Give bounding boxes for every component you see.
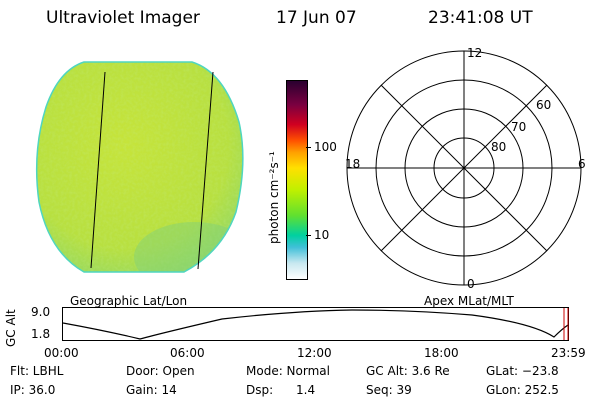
ip-info: IP: 36.0 (10, 383, 56, 397)
strip-frame (62, 307, 569, 341)
strip-x-tick: 12:00 (297, 346, 332, 360)
geographic-caption: Geographic Lat/Lon (70, 294, 188, 308)
gc-alt-info: GC Alt: 3.6 Re (366, 364, 450, 378)
altitude-curve (62, 309, 569, 340)
meridian-line (197, 71, 214, 270)
door-info: Door: Open (126, 364, 195, 378)
colorbar-unit-label: photon cm⁻²s⁻¹ (267, 151, 281, 244)
strip-axis-label: GC Alt (4, 309, 18, 347)
glat-info: GLat: −23.8 (486, 364, 559, 378)
colorbar-tick (306, 235, 311, 236)
strip-x-tick: 23:59 (551, 346, 586, 360)
mlt-label-0: 0 (467, 277, 475, 291)
uv-disk (36, 62, 243, 272)
strip-x-tick: 00:00 (44, 346, 79, 360)
strip-y-tick: 1.8 (31, 327, 51, 341)
altitude-strip-chart (62, 307, 569, 341)
polar-plot (346, 50, 582, 286)
strip-x-tick: 06:00 (170, 346, 205, 360)
apex-caption: Apex MLat/MLT (424, 294, 514, 308)
gain-info: Gain: 14 (126, 383, 177, 397)
uv-image-panel (35, 61, 244, 273)
color-scale-bar (286, 80, 308, 280)
dsp-info: Dsp: 1.4 (246, 383, 316, 397)
mlat-label-70: 70 (511, 120, 527, 134)
strip-x-tick: 18:00 (424, 346, 459, 360)
filter-info: Flt: LBHL (10, 364, 64, 378)
mlt-label-12: 12 (467, 46, 483, 60)
mode-info: Mode: Normal (246, 364, 330, 378)
polar-diagonal (380, 84, 548, 252)
mlat-label-80: 80 (491, 140, 507, 154)
strip-y-tick: 9.0 (31, 305, 51, 319)
colorbar-tick-label: 100 (314, 140, 337, 154)
glon-info: GLon: 252.5 (486, 383, 559, 397)
time-label: 23:41:08 UT (428, 8, 533, 28)
mlt-label-6: 6 (578, 157, 586, 171)
disk-rim (35, 61, 244, 273)
meridian-line (90, 71, 106, 269)
colorbar-tick (306, 147, 311, 148)
date-label: 17 Jun 07 (276, 8, 357, 28)
mlat-label-60: 60 (536, 98, 552, 112)
mlt-label-18: 18 (345, 157, 361, 171)
seq-info: Seq: 39 (366, 383, 412, 397)
app-title: Ultraviolet Imager (46, 8, 200, 28)
colorbar-tick-label: 10 (314, 228, 330, 242)
